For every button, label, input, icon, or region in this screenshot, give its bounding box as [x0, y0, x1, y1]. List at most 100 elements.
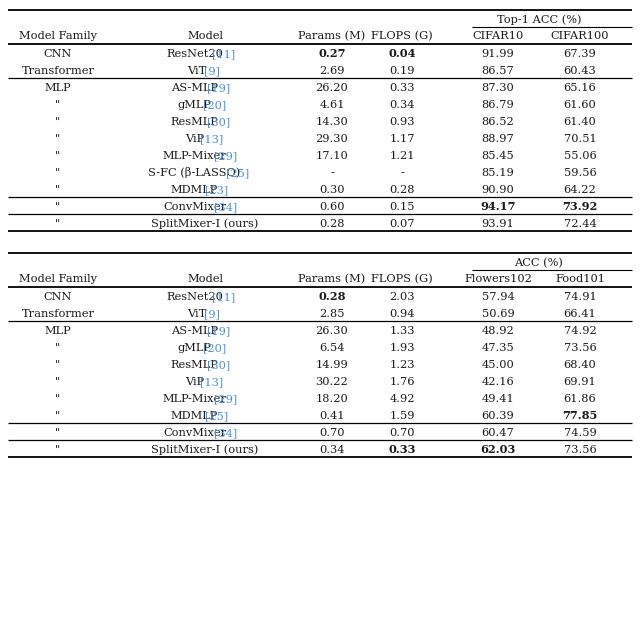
Text: 72.44: 72.44 [564, 219, 596, 229]
Text: 17.10: 17.10 [316, 151, 348, 161]
Text: ": " [56, 219, 61, 229]
Text: 66.41: 66.41 [564, 309, 596, 319]
Text: 49.41: 49.41 [482, 394, 515, 404]
Text: Model: Model [187, 274, 223, 284]
Text: 0.28: 0.28 [318, 291, 346, 303]
Text: 4.61: 4.61 [319, 100, 345, 110]
Text: FLOPS (G): FLOPS (G) [371, 31, 433, 41]
Text: [20]: [20] [203, 100, 226, 110]
Text: 14.30: 14.30 [316, 117, 348, 127]
Text: ": " [56, 151, 61, 161]
Text: 61.86: 61.86 [564, 394, 596, 404]
Text: 14.99: 14.99 [316, 360, 348, 370]
Text: Food101: Food101 [555, 274, 605, 284]
Text: ": " [56, 360, 61, 370]
Text: 74.59: 74.59 [564, 428, 596, 438]
Text: 73.92: 73.92 [563, 202, 598, 213]
Text: 26.20: 26.20 [316, 83, 348, 93]
Text: 0.19: 0.19 [389, 66, 415, 76]
Text: CIFAR100: CIFAR100 [551, 31, 609, 41]
Text: 74.92: 74.92 [564, 326, 596, 336]
Text: 94.17: 94.17 [480, 202, 516, 213]
Text: 0.28: 0.28 [319, 219, 345, 229]
Text: ViP: ViP [185, 134, 204, 144]
Text: ViT: ViT [188, 309, 207, 319]
Text: MDMLP: MDMLP [171, 185, 218, 195]
Text: ACC (%): ACC (%) [515, 258, 563, 268]
Text: 1.76: 1.76 [389, 377, 415, 387]
Text: ResNet20: ResNet20 [166, 49, 223, 59]
Text: 60.47: 60.47 [482, 428, 515, 438]
Text: [20]: [20] [203, 343, 226, 353]
Text: 60.43: 60.43 [564, 66, 596, 76]
Text: 73.56: 73.56 [564, 445, 596, 455]
Text: SplitMixer-I (ours): SplitMixer-I (ours) [151, 444, 259, 455]
Text: 73.56: 73.56 [564, 343, 596, 353]
Text: ": " [56, 168, 61, 178]
Text: 2.85: 2.85 [319, 309, 345, 319]
Text: 60.39: 60.39 [482, 411, 515, 421]
Text: 30.22: 30.22 [316, 377, 348, 387]
Text: 85.45: 85.45 [482, 151, 515, 161]
Text: Transformer: Transformer [22, 66, 95, 76]
Text: Params (M): Params (M) [298, 31, 365, 41]
Text: 0.33: 0.33 [389, 83, 415, 93]
Text: 0.07: 0.07 [389, 219, 415, 229]
Text: 93.91: 93.91 [482, 219, 515, 229]
Text: 91.99: 91.99 [482, 49, 515, 59]
Text: 4.92: 4.92 [389, 394, 415, 404]
Text: 85.19: 85.19 [482, 168, 515, 178]
Text: 1.17: 1.17 [389, 134, 415, 144]
Text: [9]: [9] [204, 309, 220, 319]
Text: 0.34: 0.34 [389, 100, 415, 110]
Text: 26.30: 26.30 [316, 326, 348, 336]
Text: [34]: [34] [214, 428, 237, 438]
Text: 86.52: 86.52 [482, 117, 515, 127]
Text: MLP: MLP [45, 83, 71, 93]
Text: [25]: [25] [205, 411, 228, 421]
Text: [19]: [19] [207, 326, 230, 336]
Text: ": " [56, 411, 61, 421]
Text: ResNet20: ResNet20 [166, 292, 223, 302]
Text: [19]: [19] [207, 83, 230, 93]
Text: [11]: [11] [212, 49, 236, 59]
Text: [11]: [11] [212, 292, 236, 302]
Text: 55.06: 55.06 [564, 151, 596, 161]
Text: 77.85: 77.85 [563, 410, 598, 421]
Text: ": " [56, 134, 61, 144]
Text: [34]: [34] [214, 202, 237, 212]
Text: 18.20: 18.20 [316, 394, 348, 404]
Text: ": " [56, 117, 61, 127]
Text: -: - [400, 168, 404, 178]
Text: 67.39: 67.39 [564, 49, 596, 59]
Text: [25]: [25] [226, 168, 249, 178]
Text: MLP: MLP [45, 326, 71, 336]
Text: 87.30: 87.30 [482, 83, 515, 93]
Text: 45.00: 45.00 [482, 360, 515, 370]
Text: 61.40: 61.40 [564, 117, 596, 127]
Text: ": " [56, 202, 61, 212]
Text: -: - [330, 168, 334, 178]
Text: [13]: [13] [200, 134, 223, 144]
Text: 0.41: 0.41 [319, 411, 345, 421]
Text: [30]: [30] [207, 360, 230, 370]
Text: 74.91: 74.91 [564, 292, 596, 302]
Text: 61.60: 61.60 [564, 100, 596, 110]
Text: 90.90: 90.90 [482, 185, 515, 195]
Text: ResMLP: ResMLP [171, 360, 218, 370]
Text: ViT: ViT [188, 66, 207, 76]
Text: MLP-Mixer: MLP-Mixer [163, 394, 227, 404]
Text: ": " [56, 100, 61, 110]
Text: ": " [56, 185, 61, 195]
Text: FLOPS (G): FLOPS (G) [371, 274, 433, 284]
Text: Model: Model [187, 31, 223, 41]
Text: Flowers102: Flowers102 [464, 274, 532, 284]
Text: 0.04: 0.04 [388, 48, 416, 59]
Text: MDMLP: MDMLP [171, 411, 218, 421]
Text: 0.70: 0.70 [389, 428, 415, 438]
Text: [13]: [13] [200, 377, 223, 387]
Text: 2.69: 2.69 [319, 66, 345, 76]
Text: 1.33: 1.33 [389, 326, 415, 336]
Text: 0.15: 0.15 [389, 202, 415, 212]
Text: ": " [56, 445, 61, 455]
